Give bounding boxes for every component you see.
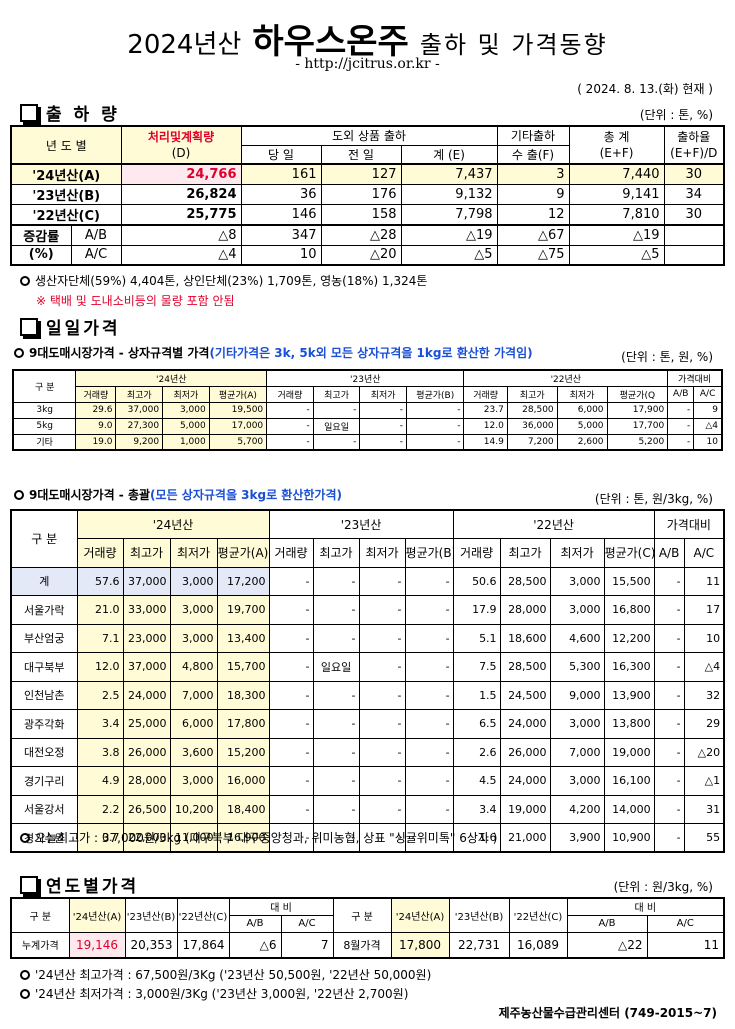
daily-sub1-title: 9대도매시장가격 - 상자규격별 가격(기타가격은 3k, 5k외 모든 상자규… [14, 344, 533, 361]
hdr-today: 당 일 [240, 144, 322, 165]
circle-bullet-icon [14, 348, 24, 358]
section-shipment-title: 출 하 량 [46, 105, 120, 125]
report-date: ( 2024. 8. 13.(화) 현재 ) [577, 82, 713, 96]
table-row: '23년산(B) 26,824 36 176 9,132 9 9,141 34 [10, 184, 725, 205]
table-row: 부산엄궁 7.1 23,000 3,000 13,400- - - -5.1 18,600 4,6… [10, 623, 725, 653]
shipment-note-2: ※ 택배 및 도내소비등의 물량 포함 안됨 [36, 294, 235, 308]
title-prefix: 2024년산 [127, 30, 242, 60]
footer: 제주농산물수급관리센터 (749-2015~7) [498, 1006, 717, 1020]
table-row: (%) A/C △4 10 △20 △5 △75 △5 [10, 245, 725, 265]
title-main: 하우스온주 [252, 22, 409, 62]
section-daily-title: 일일가격 [46, 319, 121, 339]
hdr-domestic: 도외 상품 출하 [240, 125, 498, 146]
table-row: 5kg 9.0 27,300 5,000 17,000- 일요일 - -12.0 36,000 5… [12, 417, 723, 435]
section-yearly-title: 연도별가격 [46, 877, 140, 897]
yearly-low-note: '24년산 최저가격 : 3,000원/3Kg ('23년산 3,000원, '… [20, 985, 408, 1002]
page-title: 2024년산 하우스온주 출하 및 가격동향 [0, 14, 735, 63]
hdr-export: 수 출(F) [496, 144, 570, 165]
daily-size-table: 구 분 '24년산 '23년산 '22년산 가격대비 거래량 최고가 최저가 평균가(… [12, 369, 723, 451]
table-row: 증감률 A/B △8 347 △28 △19 △67 △19 [10, 224, 725, 246]
circle-bullet-icon [20, 833, 30, 843]
daily-sub2-unit: (단위 : 톤, 원/3kg, %) [594, 492, 713, 506]
hdr-rate: 출하율 (E+F)/D [663, 125, 725, 165]
table-row: 경기구리 4.9 28,000 3,000 16,000- - - -4.5 24,000 3,0… [10, 766, 725, 796]
circle-bullet-icon [20, 276, 30, 286]
table-row: 경기수원 0.7 22,000 11,000 16,900- - - -1.6 21,000 3,… [10, 823, 725, 853]
section-yearly: 연도별가격 [20, 872, 139, 897]
circle-bullet-icon [14, 490, 24, 500]
site-url: - http://jcitrus.or.kr - [295, 56, 440, 72]
circle-bullet-icon [20, 989, 30, 999]
hdr-prev: 전 일 [320, 144, 402, 165]
hdr-other: 기타출하 [496, 125, 570, 146]
yearly-high-note: '24년산 최고가격 : 67,500원/3Kg ('23년산 50,500원,… [20, 966, 431, 983]
table-row: '24년산(A) 24,766 161 127 7,437 3 7,440 30 [10, 163, 725, 185]
table-row: 서울가락 21.0 33,000 3,000 19,700- - - -17.9 28,000 3… [10, 595, 725, 625]
daily-sub2-title: 9대도매시장가격 - 총괄(모든 상자규격을 3kg로 환산한가격) [14, 486, 342, 503]
table-row: 인천남촌 2.5 24,000 7,000 18,300- - - -1.5 24,500 9,0… [10, 680, 725, 710]
table-row: 기타 19.0 9,200 1,000 5,700- - - -14.9 7,200 2,600 5… [12, 433, 723, 451]
table-row: 대구북부 12.0 37,000 4,800 15,700- 일요일 - -7.5 28,500… [10, 652, 725, 682]
table-row: '22년산(C) 25,775 146 158 7,798 12 7,810 3… [10, 204, 725, 226]
table-row: 3kg 29.6 37,000 3,000 19,500- - - -23.7 28,500 6,… [12, 401, 723, 419]
daily-sub1-unit: (단위 : 톤, 원, %) [621, 350, 713, 364]
checkbox-square-icon [20, 875, 38, 894]
table-row: 대전오정 3.8 26,000 3,600 15,200- - - -2.6 26,000 7,0… [10, 737, 725, 767]
yearly-unit: (단위 : 원/3kg, %) [613, 880, 713, 894]
shipment-table: 년 도 별 처리및계획량 (D) 도외 상품 출하 기타출하 총 계 (E+F) 출… [10, 125, 726, 266]
table-row: 누계가격 19,146 20,353 17,864 △6 7 8월가격 17,8… [10, 931, 725, 959]
daily-total-table: 구 분 '24년산 '23년산 '22년산 가격대비 거래량 최고가 최저가 평균가(… [10, 509, 726, 853]
hdr-year: 년 도 별 [10, 125, 122, 165]
section-daily: 일일가격 [20, 314, 121, 339]
hdr-processed: 처리및계획량 (D) [120, 125, 242, 165]
table-row: 계 57.6 37,000 3,000 17,200- - - -50.6 28,500 3,00… [10, 566, 725, 596]
table-row: 서울강서 2.2 26,500 10,200 18,400- - - -3.4 19,000 4,… [10, 794, 725, 824]
hdr-sum: 계 (E) [400, 144, 498, 165]
checkbox-square-icon [20, 317, 38, 336]
checkbox-square-icon [20, 103, 38, 122]
shipment-unit: (단위 : 톤, %) [639, 108, 713, 122]
today-high-note: 오늘최고가 : 37,000원/3kg (대구북부 대구중앙청과, 위미농협, … [20, 829, 497, 846]
table-row: 광주각화 3.4 25,000 6,000 17,800- - - -6.5 24,000 3,0… [10, 709, 725, 739]
title-suffix: 출하 및 가격동향 [419, 31, 608, 59]
section-shipment: 출 하 량 [20, 100, 120, 125]
circle-bullet-icon [20, 970, 30, 980]
hdr-group: 구 분 [12, 369, 77, 403]
hdr-total: 총 계 (E+F) [568, 125, 665, 165]
shipment-note: 생산자단체(59%) 4,404톤, 상인단체(23%) 1,709톤, 영농(… [20, 272, 427, 289]
yearly-table: 구 분 '24년산(A) '23년산(B) '22년산(C) 대 비 구 분 '… [10, 897, 725, 959]
